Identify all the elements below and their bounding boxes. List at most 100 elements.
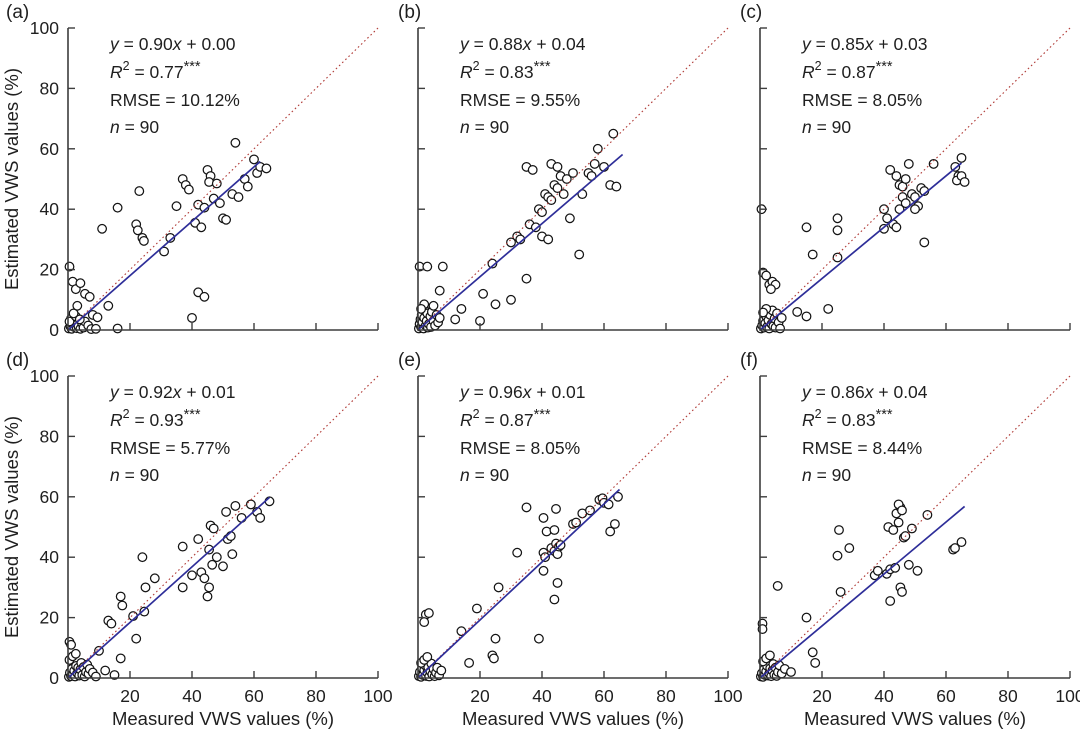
data-point bbox=[437, 261, 448, 272]
data-point bbox=[807, 647, 818, 658]
data-point bbox=[765, 284, 776, 295]
data-point bbox=[177, 541, 188, 552]
identity-line bbox=[417, 27, 729, 331]
x-tick-label: 60 bbox=[244, 686, 264, 706]
panel-letter: (e) bbox=[398, 350, 421, 371]
data-point bbox=[613, 491, 623, 502]
data-point bbox=[68, 308, 79, 319]
data-point bbox=[537, 207, 547, 218]
data-point bbox=[422, 651, 433, 662]
data-point bbox=[605, 526, 616, 537]
data-point bbox=[552, 183, 563, 194]
data-point bbox=[832, 252, 843, 263]
data-point bbox=[912, 565, 923, 576]
data-point bbox=[950, 543, 960, 554]
rmse-text: RMSE = 10.12% bbox=[110, 90, 240, 110]
data-point bbox=[844, 543, 855, 554]
axes bbox=[759, 376, 1070, 679]
data-point bbox=[897, 586, 907, 597]
data-point bbox=[137, 552, 148, 563]
data-point bbox=[490, 299, 501, 310]
data-point bbox=[138, 235, 149, 246]
data-point bbox=[490, 633, 501, 644]
data-point bbox=[90, 323, 101, 334]
data-point bbox=[888, 525, 899, 535]
data-point bbox=[589, 158, 600, 169]
data-point bbox=[171, 201, 182, 212]
data-point bbox=[419, 617, 430, 628]
data-point bbox=[211, 178, 222, 189]
data-point bbox=[464, 657, 475, 668]
n-text: n = 90 bbox=[460, 117, 509, 137]
x-tick-label: 80 bbox=[656, 686, 676, 706]
axes bbox=[417, 28, 728, 331]
data-point bbox=[574, 249, 585, 260]
identity-line bbox=[417, 375, 729, 679]
data-point bbox=[891, 222, 902, 233]
data-point bbox=[109, 670, 120, 680]
x-tick-label: 40 bbox=[182, 686, 202, 706]
panel-e: 20 40 60 80 100 Measured VWS values (%) (e) y =… bbox=[398, 350, 743, 729]
data-point bbox=[187, 312, 197, 323]
data-point bbox=[882, 213, 893, 224]
data-point bbox=[204, 544, 215, 555]
data-point bbox=[775, 323, 786, 334]
data-point bbox=[230, 137, 241, 148]
x-tick-label: 80 bbox=[306, 686, 326, 706]
data-point bbox=[906, 523, 917, 534]
data-point bbox=[872, 565, 883, 576]
data-point bbox=[208, 523, 219, 534]
x-tick-label: 40 bbox=[532, 686, 552, 706]
r2-text: R2 = 0.87*** bbox=[460, 407, 551, 430]
data-point bbox=[928, 158, 939, 169]
data-point bbox=[571, 517, 582, 528]
data-point bbox=[549, 525, 560, 535]
regression-line bbox=[67, 496, 271, 679]
n-text: n = 90 bbox=[110, 117, 159, 137]
data-point bbox=[506, 237, 516, 248]
data-point bbox=[97, 223, 108, 234]
y-tick-label: 40 bbox=[40, 199, 60, 219]
data-point bbox=[423, 608, 434, 619]
data-point bbox=[132, 225, 143, 236]
x-tick-label: 60 bbox=[936, 686, 956, 706]
data-point bbox=[100, 665, 111, 676]
regression-line bbox=[417, 488, 621, 679]
y-axis-label: Estimated VWS values (%) bbox=[1, 68, 22, 290]
data-point bbox=[255, 512, 266, 523]
data-point bbox=[115, 591, 126, 602]
panel-letter: (c) bbox=[740, 2, 762, 23]
y-tick-label: 100 bbox=[30, 18, 59, 38]
data-point bbox=[592, 143, 603, 154]
data-point bbox=[903, 158, 914, 169]
data-point bbox=[527, 164, 538, 175]
x-tick-label: 20 bbox=[812, 686, 832, 706]
data-point bbox=[450, 314, 461, 325]
x-axis-label: Measured VWS values (%) bbox=[462, 708, 684, 729]
data-point bbox=[879, 223, 889, 234]
data-point bbox=[561, 174, 572, 184]
axes bbox=[417, 376, 728, 679]
x-axis-label: Measured VWS values (%) bbox=[804, 708, 1026, 729]
data-point bbox=[903, 559, 914, 570]
x-tick-label: 100 bbox=[363, 686, 392, 706]
n-text: n = 90 bbox=[802, 117, 851, 137]
rmse-text: RMSE = 8.05% bbox=[802, 90, 922, 110]
data-point bbox=[90, 671, 101, 682]
data-point bbox=[233, 192, 244, 203]
x-tick-label: 100 bbox=[1055, 686, 1080, 706]
data-point bbox=[807, 249, 818, 260]
data-point bbox=[112, 202, 123, 213]
data-point bbox=[131, 633, 142, 644]
data-point bbox=[471, 603, 482, 614]
data-point bbox=[245, 499, 256, 510]
data-point bbox=[196, 222, 207, 233]
data-point bbox=[801, 222, 812, 233]
data-point bbox=[564, 213, 575, 224]
data-point bbox=[211, 552, 222, 563]
data-point bbox=[832, 213, 843, 224]
y-tick-label: 20 bbox=[40, 260, 60, 280]
data-point bbox=[493, 582, 504, 593]
identity-line bbox=[67, 27, 379, 331]
data-point bbox=[959, 177, 970, 187]
